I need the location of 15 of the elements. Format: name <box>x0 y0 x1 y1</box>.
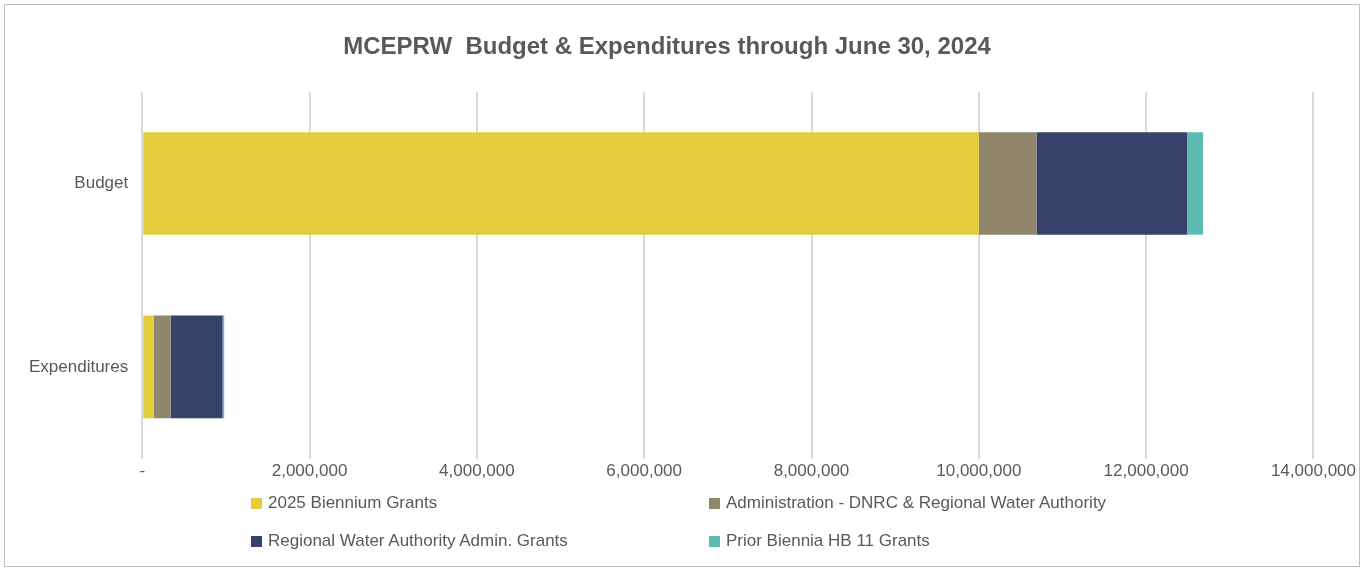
x-tick-label: 12,000,000 <box>1103 461 1189 481</box>
x-tick-label: 4,000,000 <box>439 461 515 481</box>
y-tick-label: Expenditures <box>28 356 129 376</box>
x-tick-label: - <box>139 461 146 481</box>
x-tick-label: 14,000,000 <box>1270 461 1357 481</box>
x-tick-label: 10,000,000 <box>936 461 1022 481</box>
x-tick-label: 8,000,000 <box>773 461 850 481</box>
x-tick-label: 2,000,000 <box>271 461 348 481</box>
legend-label: 2025 Biennium Grants <box>268 493 438 513</box>
x-tick-label: 6,000,000 <box>606 461 682 481</box>
legend-label: Prior Biennia HB 11 Grants <box>726 531 930 551</box>
y-tick-label: Budget <box>74 173 129 193</box>
legend-label: Regional Water Authority Admin. Grants <box>268 531 568 551</box>
chart-title: MCEPRW Budget & Expenditures through June 30, 2024 <box>343 32 992 60</box>
legend-label: Administration - DNRC & Regional Water Authority <box>726 493 1107 513</box>
